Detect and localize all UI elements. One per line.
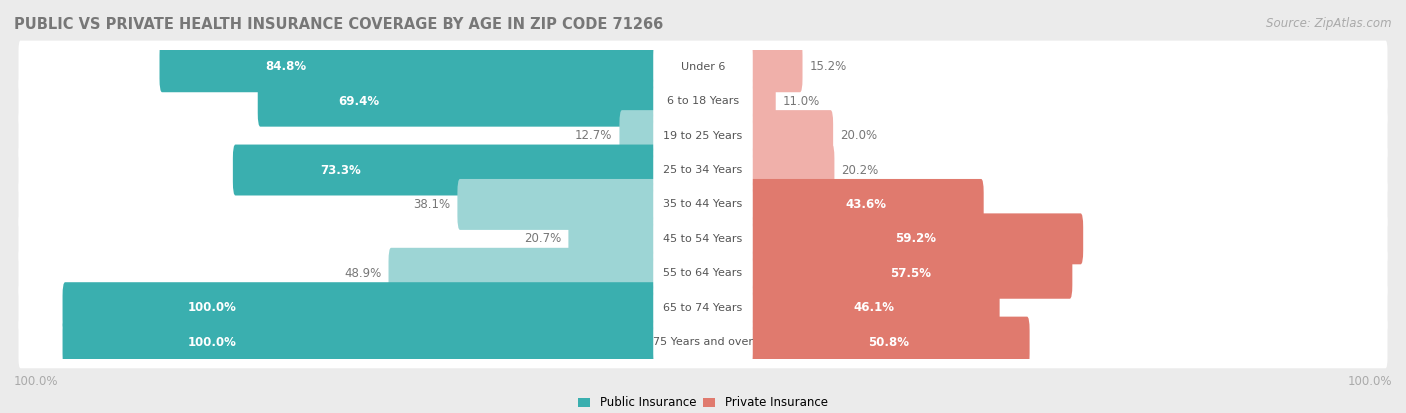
Text: 46.1%: 46.1% xyxy=(853,301,894,314)
FancyBboxPatch shape xyxy=(568,214,706,264)
FancyBboxPatch shape xyxy=(18,75,1388,127)
FancyBboxPatch shape xyxy=(700,76,776,127)
FancyBboxPatch shape xyxy=(257,76,706,127)
FancyBboxPatch shape xyxy=(18,316,1388,368)
FancyBboxPatch shape xyxy=(388,248,706,299)
Text: 100.0%: 100.0% xyxy=(14,375,59,388)
Text: 57.5%: 57.5% xyxy=(890,267,931,280)
FancyBboxPatch shape xyxy=(233,145,706,195)
FancyBboxPatch shape xyxy=(654,79,752,123)
FancyBboxPatch shape xyxy=(457,179,706,230)
Text: 11.0%: 11.0% xyxy=(783,95,820,108)
FancyBboxPatch shape xyxy=(654,217,752,261)
FancyBboxPatch shape xyxy=(654,183,752,226)
FancyBboxPatch shape xyxy=(654,45,752,89)
Text: 12.7%: 12.7% xyxy=(575,129,613,142)
Text: 100.0%: 100.0% xyxy=(188,336,238,349)
FancyBboxPatch shape xyxy=(700,282,1000,333)
Text: 59.2%: 59.2% xyxy=(896,233,936,245)
Text: 45 to 54 Years: 45 to 54 Years xyxy=(664,234,742,244)
Text: 20.2%: 20.2% xyxy=(841,164,879,176)
Text: 43.6%: 43.6% xyxy=(845,198,887,211)
FancyBboxPatch shape xyxy=(620,110,706,161)
Text: 25 to 34 Years: 25 to 34 Years xyxy=(664,165,742,175)
FancyBboxPatch shape xyxy=(62,317,706,368)
Text: 100.0%: 100.0% xyxy=(1347,375,1392,388)
FancyBboxPatch shape xyxy=(18,178,1388,230)
Text: 55 to 64 Years: 55 to 64 Years xyxy=(664,268,742,278)
Text: 19 to 25 Years: 19 to 25 Years xyxy=(664,131,742,140)
Text: 35 to 44 Years: 35 to 44 Years xyxy=(664,199,742,209)
Text: 6 to 18 Years: 6 to 18 Years xyxy=(666,96,740,106)
FancyBboxPatch shape xyxy=(18,213,1388,265)
Text: PUBLIC VS PRIVATE HEALTH INSURANCE COVERAGE BY AGE IN ZIP CODE 71266: PUBLIC VS PRIVATE HEALTH INSURANCE COVER… xyxy=(14,17,664,31)
FancyBboxPatch shape xyxy=(18,109,1388,162)
Legend: Public Insurance, Private Insurance: Public Insurance, Private Insurance xyxy=(578,396,828,409)
FancyBboxPatch shape xyxy=(700,179,984,230)
FancyBboxPatch shape xyxy=(700,317,1029,368)
Text: 20.0%: 20.0% xyxy=(841,129,877,142)
Text: Under 6: Under 6 xyxy=(681,62,725,72)
FancyBboxPatch shape xyxy=(654,286,752,330)
Text: 50.8%: 50.8% xyxy=(869,336,910,349)
Text: 100.0%: 100.0% xyxy=(188,301,238,314)
FancyBboxPatch shape xyxy=(159,41,706,92)
FancyBboxPatch shape xyxy=(18,40,1388,93)
Text: 20.7%: 20.7% xyxy=(524,233,561,245)
FancyBboxPatch shape xyxy=(18,247,1388,299)
FancyBboxPatch shape xyxy=(700,110,834,161)
Text: 38.1%: 38.1% xyxy=(413,198,450,211)
FancyBboxPatch shape xyxy=(62,282,706,333)
FancyBboxPatch shape xyxy=(654,251,752,295)
Text: 73.3%: 73.3% xyxy=(321,164,361,176)
Text: 75 Years and over: 75 Years and over xyxy=(652,337,754,347)
FancyBboxPatch shape xyxy=(18,282,1388,334)
FancyBboxPatch shape xyxy=(654,114,752,158)
Text: 15.2%: 15.2% xyxy=(810,60,846,73)
FancyBboxPatch shape xyxy=(18,144,1388,196)
Text: 48.9%: 48.9% xyxy=(344,267,381,280)
FancyBboxPatch shape xyxy=(654,148,752,192)
FancyBboxPatch shape xyxy=(700,214,1083,264)
Text: Source: ZipAtlas.com: Source: ZipAtlas.com xyxy=(1267,17,1392,29)
Text: 84.8%: 84.8% xyxy=(264,60,307,73)
Text: 65 to 74 Years: 65 to 74 Years xyxy=(664,303,742,313)
FancyBboxPatch shape xyxy=(654,320,752,364)
FancyBboxPatch shape xyxy=(700,145,834,195)
Text: 69.4%: 69.4% xyxy=(339,95,380,108)
FancyBboxPatch shape xyxy=(700,41,803,92)
FancyBboxPatch shape xyxy=(700,248,1073,299)
